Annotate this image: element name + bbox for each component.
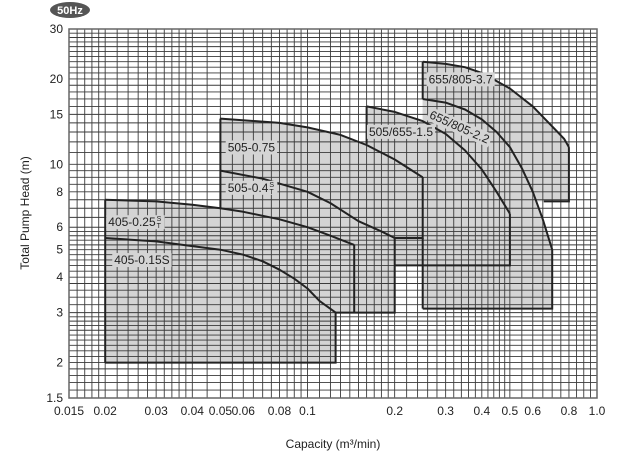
curve-505-0.75 bbox=[220, 117, 424, 179]
label-background bbox=[106, 215, 165, 230]
x-tick-label: 0.8 bbox=[561, 404, 578, 418]
y-tick-label: 15 bbox=[50, 107, 64, 121]
badge-background bbox=[50, 2, 90, 18]
y-tick-label: 3 bbox=[56, 306, 63, 320]
x-tick-label: 0.06 bbox=[232, 404, 256, 418]
curve-655/805-3.7 bbox=[422, 60, 570, 148]
y-tick-label: 20 bbox=[50, 72, 64, 86]
model-label-group: 505-0.75 bbox=[225, 140, 278, 155]
label-background bbox=[426, 72, 495, 87]
y-tick-label: 2 bbox=[56, 356, 63, 370]
label-background bbox=[112, 253, 172, 268]
x-tick-label: 0.4 bbox=[473, 404, 490, 418]
curve-405-0.25S/T bbox=[105, 198, 355, 246]
x-tick-label: 0.03 bbox=[144, 404, 168, 418]
x-tick-label: 0.1 bbox=[299, 404, 316, 418]
x-tick-label: 0.05 bbox=[209, 404, 233, 418]
x-tick-label: 0.015 bbox=[54, 404, 84, 418]
model-label-suffix-bottom: T bbox=[269, 189, 274, 196]
y-tick-label: 8 bbox=[56, 185, 63, 199]
model-label-group: 505-0.4 ST bbox=[225, 180, 278, 196]
curve-505-0.4S/T bbox=[220, 169, 396, 239]
model-label: 655/805-3.7 bbox=[429, 72, 493, 86]
curve-505/655-1.5 bbox=[366, 105, 511, 215]
model-label: 405-0.15S bbox=[114, 253, 169, 267]
model-label-group: 505/655-1.5 bbox=[366, 124, 436, 139]
x-axis-label: Capacity (m³/min) bbox=[286, 437, 381, 451]
region-edge bbox=[105, 312, 337, 364]
y-tick-label: 30 bbox=[50, 22, 64, 36]
x-tick-label: 0.5 bbox=[502, 404, 519, 418]
region-edge bbox=[543, 147, 570, 203]
y-tick-label: 4 bbox=[56, 270, 63, 284]
label-background bbox=[425, 106, 494, 148]
badge-text: 50Hz bbox=[57, 5, 83, 17]
model-label: 505-0.75 bbox=[228, 140, 276, 154]
label-background bbox=[225, 180, 278, 195]
region-edge bbox=[422, 249, 554, 310]
x-tick-label: 0.02 bbox=[93, 404, 117, 418]
x-tick-label: 1.0 bbox=[589, 404, 606, 418]
x-tick-label: 0.08 bbox=[268, 404, 292, 418]
y-tick-label: 5 bbox=[56, 243, 63, 257]
model-label-suffix-top: S bbox=[157, 216, 162, 223]
region-edge bbox=[335, 238, 396, 314]
region-edge bbox=[394, 213, 511, 267]
grid bbox=[68, 28, 598, 399]
model-label-suffix-top: S bbox=[269, 182, 274, 189]
y-tick-label: 6 bbox=[56, 220, 63, 234]
x-tick-label: 0.2 bbox=[386, 404, 403, 418]
x-tick-label: 0.3 bbox=[437, 404, 454, 418]
performance-curves bbox=[104, 60, 570, 364]
curve-405-0.15S bbox=[105, 237, 337, 314]
y-tick-label: 10 bbox=[50, 157, 64, 171]
x-tick-label: 0.6 bbox=[524, 404, 541, 418]
model-label-group: 655/805-3.7 bbox=[426, 72, 495, 87]
curve-655/805-2.2 bbox=[422, 98, 554, 250]
model-label: 505/655-1.5 bbox=[369, 125, 433, 139]
y-tick-label: 1.5 bbox=[46, 391, 63, 405]
plot-frame bbox=[68, 28, 598, 399]
x-tick-labels: 0.015 0.02 0.03 0.04 0.05 0.06 0.08 0.1 0.2 0.3 0.… bbox=[54, 404, 606, 418]
label-background bbox=[366, 124, 436, 139]
frequency-badge: 50Hz bbox=[50, 2, 90, 18]
x-tick-label: 0.04 bbox=[181, 404, 205, 418]
y-tick-labels: 1.5 2 3 4 5 6 8 10 15 20 30 bbox=[46, 22, 63, 405]
y-axis-label: Total Pump Head (m) bbox=[18, 156, 32, 269]
model-label-group: 405-0.25 ST bbox=[106, 215, 165, 230]
model-label: 405-0.25 bbox=[108, 215, 156, 229]
model-label-group: 405-0.15S bbox=[112, 253, 172, 268]
model-label: 505-0.4 bbox=[228, 181, 269, 195]
label-background bbox=[225, 140, 278, 155]
model-label-suffix-bottom: T bbox=[157, 223, 162, 230]
